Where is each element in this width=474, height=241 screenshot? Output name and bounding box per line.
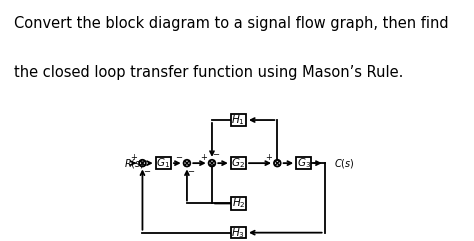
Text: $G_2$: $G_2$ <box>231 156 246 170</box>
Bar <box>231 227 246 238</box>
Text: +: + <box>130 153 137 162</box>
Bar <box>155 157 171 169</box>
Text: $H_1$: $H_1$ <box>231 113 245 127</box>
Text: $G_3$: $G_3$ <box>297 156 311 170</box>
Bar <box>231 197 246 210</box>
Text: the closed loop transfer function using Mason’s Rule.: the closed loop transfer function using … <box>14 65 403 80</box>
Text: −: − <box>188 167 194 177</box>
Text: −: − <box>143 167 150 177</box>
Text: +: + <box>200 153 207 162</box>
Text: $G_1$: $G_1$ <box>156 156 170 170</box>
Bar <box>231 114 246 126</box>
Text: $H_2$: $H_2$ <box>232 197 245 210</box>
Text: $H_3$: $H_3$ <box>231 226 246 240</box>
Text: $R(s)$: $R(s)$ <box>124 157 144 170</box>
Text: +: + <box>265 153 273 162</box>
Text: −: − <box>212 150 219 159</box>
Text: Convert the block diagram to a signal flow graph, then find: Convert the block diagram to a signal fl… <box>14 16 449 31</box>
Bar <box>231 157 246 169</box>
Text: −: − <box>175 153 182 162</box>
Bar <box>296 157 311 169</box>
Text: $C(s)$: $C(s)$ <box>334 157 355 170</box>
